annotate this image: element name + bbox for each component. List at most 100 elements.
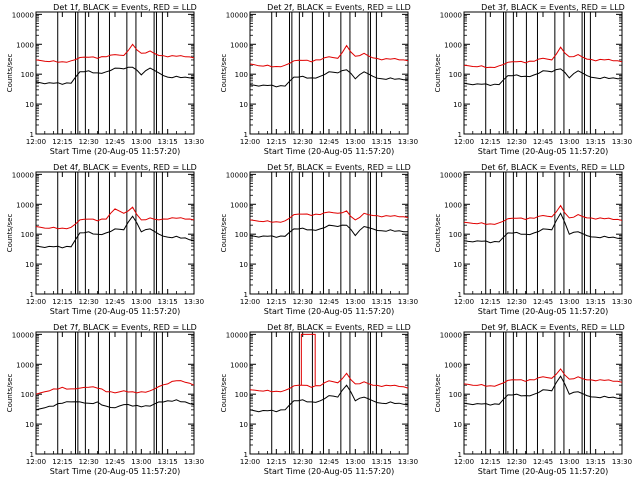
- y-tick-label: 1000: [230, 201, 248, 209]
- chart-title: Det 5f, BLACK = Events, RED = LLD: [267, 163, 411, 172]
- x-axis-label: Start Time (20-Aug-05 11:57:20): [478, 467, 609, 476]
- y-tick-label: 1: [458, 291, 462, 299]
- x-tick-label: 12:45: [319, 298, 339, 306]
- chart-panel-1: 1 10 100 1000 10000 12:00 12:15 12:30 12:45 13:00…: [6, 3, 204, 156]
- x-tick-label: 12:45: [319, 138, 339, 146]
- y-axis-label: Counts/sec: [434, 374, 442, 413]
- x-tick-label: 12:15: [266, 298, 286, 306]
- y-tick-label: 100: [235, 231, 248, 239]
- y-tick-label: 1: [30, 131, 34, 139]
- events-series: [463, 212, 623, 244]
- x-tick-label: 13:15: [158, 458, 178, 466]
- x-tick-label: 12:00: [240, 138, 260, 146]
- x-tick-label: 13:30: [398, 138, 418, 146]
- y-tick-label: 10000: [12, 171, 34, 179]
- lld-saturation-spike: [300, 333, 316, 386]
- y-tick-label: 1000: [230, 361, 248, 369]
- x-tick-label: 13:15: [372, 458, 392, 466]
- y-tick-label: 10000: [226, 11, 248, 19]
- x-tick-label: 13:30: [612, 458, 632, 466]
- x-tick-label: 13:00: [559, 138, 579, 146]
- chart-title: Det 2f, BLACK = Events, RED = LLD: [267, 3, 411, 12]
- y-tick-label: 100: [235, 391, 248, 399]
- x-tick-label: 12:00: [240, 298, 260, 306]
- y-axis-label: Counts/sec: [6, 54, 14, 93]
- x-tick-label: 12:00: [454, 458, 474, 466]
- x-tick-label: 12:45: [105, 298, 125, 306]
- x-tick-label: 13:15: [586, 458, 606, 466]
- y-tick-label: 100: [21, 71, 34, 79]
- y-tick-label: 1: [30, 291, 34, 299]
- lld-series: [35, 43, 195, 63]
- x-tick-label: 13:15: [372, 138, 392, 146]
- plot-frame: [249, 11, 409, 135]
- y-tick-label: 1: [458, 131, 462, 139]
- x-tick-label: 12:45: [533, 138, 553, 146]
- x-tick-label: 13:15: [158, 138, 178, 146]
- x-tick-label: 13:30: [184, 298, 204, 306]
- lld-series: [463, 204, 623, 225]
- lld-series: [35, 380, 195, 395]
- plot-frame: [249, 171, 409, 295]
- y-tick-label: 100: [21, 231, 34, 239]
- lld-series: [463, 46, 623, 69]
- x-tick-label: 12:15: [266, 458, 286, 466]
- y-tick-label: 1: [244, 131, 248, 139]
- y-axis-label: Counts/sec: [220, 214, 228, 253]
- x-tick-label: 13:15: [158, 298, 178, 306]
- x-tick-label: 12:15: [480, 138, 500, 146]
- x-tick-label: 12:30: [293, 458, 313, 466]
- y-axis-label: Counts/sec: [220, 54, 228, 93]
- y-axis-label: Counts/sec: [6, 374, 14, 413]
- x-tick-label: 13:30: [612, 298, 632, 306]
- y-tick-label: 1000: [16, 361, 34, 369]
- x-tick-label: 12:30: [79, 138, 99, 146]
- plot-frame: [35, 171, 195, 295]
- x-tick-label: 12:45: [533, 298, 553, 306]
- x-tick-label: 13:00: [131, 138, 151, 146]
- x-tick-label: 12:45: [533, 458, 553, 466]
- chart-panel-3: 1 10 100 1000 10000 12:00 12:15 12:30 12:45 13:00…: [434, 3, 632, 156]
- y-tick-label: 10: [25, 261, 34, 269]
- x-tick-label: 12:00: [454, 298, 474, 306]
- events-series: [35, 66, 194, 85]
- plot-frame: [463, 11, 623, 135]
- y-tick-label: 10: [453, 101, 462, 109]
- x-axis-label: Start Time (20-Aug-05 11:57:20): [50, 307, 181, 316]
- chart-title: Det 1f, BLACK = Events, RED = LLD: [53, 3, 197, 12]
- y-tick-label: 10: [239, 261, 248, 269]
- chart-panel-6: 1 10 100 1000 10000 12:00 12:15 12:30 12:45 13:00…: [434, 163, 632, 316]
- plot-frame: [463, 171, 623, 295]
- y-tick-label: 1000: [444, 41, 462, 49]
- x-tick-label: 13:00: [559, 458, 579, 466]
- chart-title: Det 7f, BLACK = Events, RED = LLD: [53, 323, 197, 332]
- x-tick-label: 12:00: [26, 138, 46, 146]
- x-tick-label: 13:30: [184, 458, 204, 466]
- y-tick-label: 10000: [226, 331, 248, 339]
- x-tick-label: 12:45: [105, 138, 125, 146]
- x-tick-label: 12:15: [52, 458, 72, 466]
- y-tick-label: 100: [21, 391, 34, 399]
- plot-frame: [249, 331, 409, 455]
- y-tick-label: 1000: [16, 201, 34, 209]
- y-tick-label: 1000: [444, 361, 462, 369]
- chart-title: Det 3f, BLACK = Events, RED = LLD: [481, 3, 625, 12]
- x-tick-label: 12:30: [507, 298, 527, 306]
- y-tick-label: 100: [449, 71, 462, 79]
- x-tick-label: 13:00: [345, 298, 365, 306]
- x-tick-label: 13:30: [184, 138, 204, 146]
- x-axis-label: Start Time (20-Aug-05 11:57:20): [478, 147, 609, 156]
- x-axis-label: Start Time (20-Aug-05 11:57:20): [264, 467, 395, 476]
- chart-title: Det 4f, BLACK = Events, RED = LLD: [53, 163, 197, 172]
- x-axis-label: Start Time (20-Aug-05 11:57:20): [50, 147, 181, 156]
- x-tick-label: 13:00: [131, 298, 151, 306]
- x-tick-label: 12:30: [79, 458, 99, 466]
- y-tick-label: 10: [453, 421, 462, 429]
- y-tick-label: 10: [453, 261, 462, 269]
- events-series: [249, 69, 409, 88]
- chart-panel-2: 1 10 100 1000 10000 12:00 12:15 12:30 12:45 13:00…: [220, 3, 418, 156]
- x-tick-label: 12:30: [293, 298, 313, 306]
- y-tick-label: 1: [244, 451, 248, 459]
- lld-series: [249, 44, 409, 68]
- lld-series: [463, 368, 623, 387]
